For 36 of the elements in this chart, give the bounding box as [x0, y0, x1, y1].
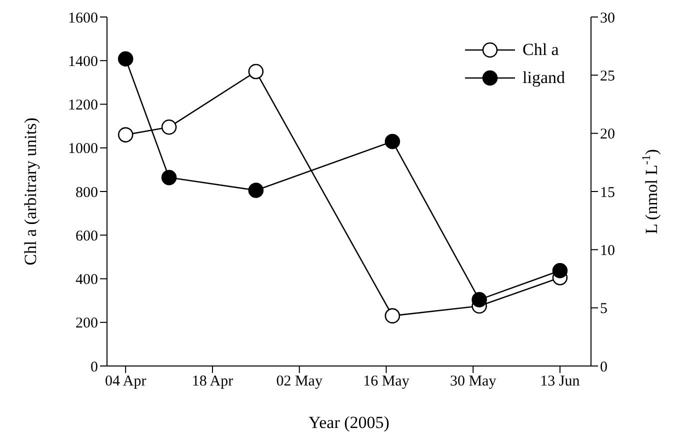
y2-tick-label: 5	[600, 301, 608, 318]
y2-tick-label: 25	[600, 68, 615, 84]
point	[118, 127, 134, 142]
y-tick-label: 200	[76, 316, 98, 332]
legend-label: Chl a	[522, 40, 559, 60]
x-tick-label: 13 Jun	[540, 374, 580, 390]
x-axis-title: Year (2005)	[308, 413, 390, 432]
point	[161, 120, 177, 135]
point	[384, 308, 400, 324]
point	[248, 182, 264, 198]
x-tick-label: 04 Apr	[104, 374, 146, 390]
y2-tick-label: 15	[600, 184, 615, 201]
y-tick-label: 800	[76, 184, 98, 201]
point	[161, 170, 177, 186]
y-tick-label: 0	[90, 359, 98, 376]
point	[248, 64, 264, 80]
legend-label: ligand	[522, 68, 565, 88]
y-tick-label: 1200	[68, 98, 98, 114]
y2-tick-label: 20	[600, 126, 615, 143]
y2-tick-label: 10	[600, 242, 615, 259]
x-tick-label: 30 May	[450, 374, 497, 390]
y-tick-label: 600	[76, 228, 98, 244]
y-tick-label: 400	[76, 272, 98, 288]
y-tick-label: 1000	[68, 141, 98, 158]
x-tick-label: 16 May	[363, 374, 410, 390]
x-tick-label: 18 Apr	[192, 374, 234, 390]
y2-tick-label: 0	[600, 359, 608, 376]
y2-tick-label: 30	[600, 10, 615, 26]
point	[384, 134, 400, 150]
point	[118, 51, 134, 67]
y-axis-title: Chl a (arbitrary units)	[21, 118, 40, 266]
x-tick-label: 02 May	[276, 374, 323, 390]
point	[552, 262, 568, 278]
point	[472, 292, 487, 308]
y-tick-label: 1600	[68, 10, 98, 26]
y-tick-label: 1400	[68, 54, 98, 70]
